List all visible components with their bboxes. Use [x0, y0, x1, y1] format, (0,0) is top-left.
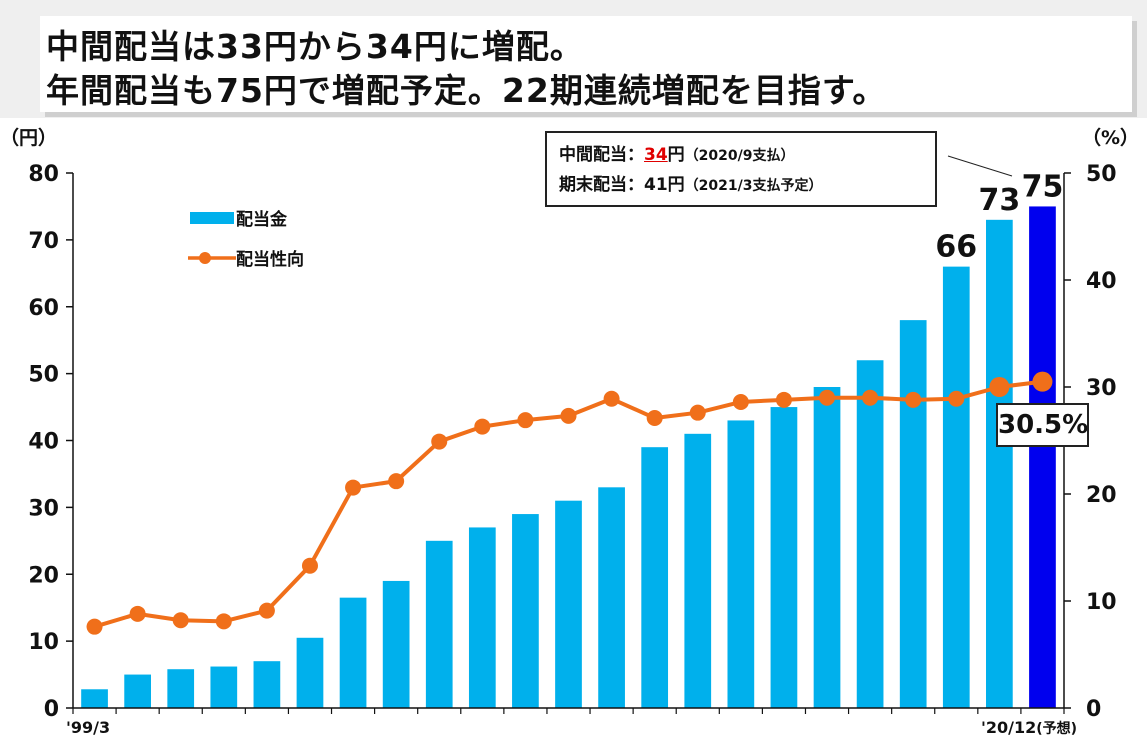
legend-label-payout: 配当性向	[236, 249, 304, 270]
dividend-bar	[986, 219, 1013, 708]
final-note: （2021/3支払予定）	[684, 178, 823, 194]
interim-note: （2020/9支払）	[684, 148, 795, 164]
x-axis-end-suffix: (予想)	[1036, 720, 1077, 737]
interim-dividend-row: 中間配当：34円（2020/9支払）	[559, 141, 935, 171]
payout-ratio-point	[560, 407, 577, 424]
payout-ratio-point	[345, 479, 362, 496]
dividend-bar	[124, 674, 151, 708]
payout-ratio-point	[172, 612, 189, 629]
payout-ratio-point	[86, 618, 103, 635]
payout-ratio-point	[431, 433, 448, 450]
y-axis-left-ticks: 0 10 20 30 40 50 60 70 80	[28, 162, 73, 722]
y-left-tick-label: 30	[28, 496, 59, 521]
payout-ratio-point	[517, 412, 534, 429]
payout-ratio-point	[301, 557, 318, 574]
dividend-bar	[684, 433, 712, 708]
payout-ratio-point	[905, 391, 922, 408]
final-label: 期末配当：	[559, 175, 644, 195]
payout-ratio-point	[819, 389, 836, 406]
x-axis-start-label: '99/3	[66, 718, 110, 737]
dividend-bar	[856, 360, 884, 708]
y-axis-right-ticks: 0 10 20 30 40 50	[1064, 162, 1117, 722]
dividend-bar	[339, 597, 367, 708]
y-right-tick-label: 40	[1086, 269, 1117, 294]
payout-ratio-point	[129, 605, 146, 622]
payout-ratio-point	[603, 390, 620, 407]
interim-label: 中間配当：	[559, 145, 644, 165]
page-title-line-2: 年間配当も75円で増配予定。22期連続増配を目指す。	[46, 71, 887, 110]
y-right-tick-label: 0	[1086, 697, 1101, 722]
bar-data-label: 75	[1022, 169, 1064, 204]
payout-ratio-point	[258, 602, 275, 619]
payout-ratio-line	[86, 371, 1053, 635]
payout-ratio-point	[775, 391, 792, 408]
y-axis-left-label: （円）	[0, 126, 57, 149]
legend-swatch-dividend	[190, 212, 234, 224]
dividend-bar	[598, 487, 625, 708]
payout-ratio-point	[862, 389, 879, 406]
dividend-bar	[468, 527, 496, 708]
payout-ratio-point	[989, 377, 1010, 397]
payout-ratio-point	[646, 410, 663, 427]
y-left-tick-label: 80	[28, 162, 59, 187]
bar-data-label: 66	[935, 230, 977, 265]
y-left-tick-label: 20	[28, 563, 59, 588]
interim-value: 34	[644, 145, 668, 165]
final-value: 41	[644, 175, 668, 195]
dividend-bar	[425, 540, 453, 708]
dividend-bar	[512, 514, 539, 708]
dividend-bar	[210, 666, 238, 708]
dividend-bar	[813, 387, 841, 708]
payout-ratio-point	[948, 390, 965, 407]
y-left-tick-label: 50	[28, 363, 59, 388]
dividend-bar	[253, 661, 281, 708]
y-axis-right-label: （%）	[1082, 126, 1139, 149]
legend-swatch-payout-marker	[199, 252, 211, 264]
title-box	[40, 16, 1132, 112]
dividend-bar	[296, 637, 324, 708]
y-right-tick-label: 20	[1086, 483, 1117, 508]
interim-unit: 円	[667, 145, 685, 165]
x-axis-ticks	[72, 708, 1065, 714]
page-title-line-1: 中間配当は33円から34円に増配。	[46, 27, 584, 66]
x-axis-end-date: '20/12	[981, 718, 1036, 737]
y-right-tick-label: 10	[1086, 590, 1117, 615]
payout-ratio-point	[474, 418, 491, 435]
payout-ratio-callout: 30.5%	[996, 403, 1089, 447]
x-axis-end-label: '20/12(予想)	[981, 718, 1077, 737]
payout-ratio-point	[388, 473, 405, 490]
y-right-tick-label: 50	[1086, 162, 1117, 187]
dividend-bar	[727, 420, 755, 708]
callout-leader-line	[947, 155, 1013, 177]
dividend-bar	[81, 689, 108, 708]
payout-ratio-point	[215, 613, 232, 630]
dividend-bars	[81, 206, 1056, 708]
dividend-bar	[167, 669, 195, 708]
y-left-tick-label: 10	[28, 630, 59, 655]
dividend-bar	[641, 447, 669, 708]
y-left-tick-label: 60	[28, 296, 59, 321]
y-left-tick-label: 70	[28, 229, 59, 254]
y-right-tick-label: 30	[1086, 376, 1117, 401]
payout-ratio-point	[1032, 371, 1053, 392]
legend-label-dividend: 配当金	[236, 209, 288, 230]
final-dividend-row: 期末配当：41円（2021/3支払予定）	[559, 171, 935, 201]
final-unit: 円	[667, 175, 685, 195]
dividend-bar	[899, 320, 927, 708]
legend: 配当金 配当性向	[188, 209, 304, 270]
dividend-bar	[382, 580, 410, 708]
dividend-info-box: 中間配当：34円（2020/9支払） 期末配当：41円（2021/3支払予定）	[545, 131, 937, 207]
dividend-bar	[770, 407, 798, 708]
dividend-bar	[555, 500, 582, 708]
y-left-tick-label: 0	[44, 697, 59, 722]
dividend-bar	[1029, 206, 1056, 708]
payout-ratio-point	[689, 404, 706, 421]
payout-ratio-point	[732, 393, 749, 410]
dividend-bar	[942, 266, 970, 708]
y-left-tick-label: 40	[28, 430, 59, 455]
bar-data-label: 73	[978, 183, 1020, 218]
